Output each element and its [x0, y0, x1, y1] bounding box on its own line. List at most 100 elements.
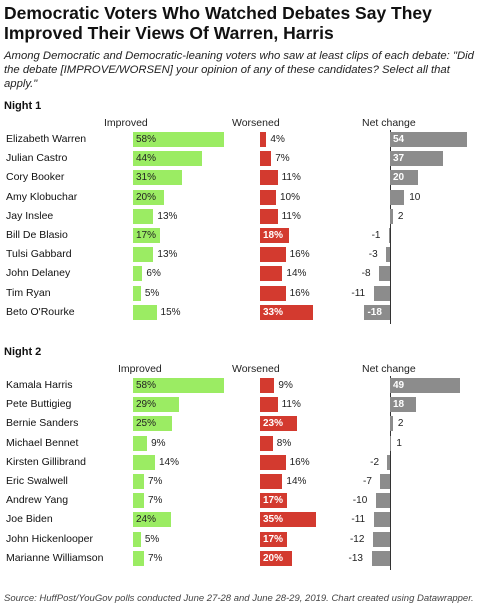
- improved-value-label: 7%: [147, 495, 163, 507]
- worsened-bar: [260, 247, 286, 263]
- worsened-value-label: 17%: [263, 495, 284, 507]
- improved-value-label: 6%: [146, 268, 161, 280]
- row-label: Beto O'Rourke: [6, 305, 75, 318]
- worsened-bar: [260, 378, 275, 393]
- worsened-bar: [260, 170, 278, 186]
- improved-value-label: 44%: [136, 153, 157, 165]
- improved-value-label: 14%: [158, 456, 179, 468]
- net-change-bar: [374, 512, 390, 528]
- net-change-bar: [378, 266, 390, 282]
- row-label: Amy Klobuchar: [6, 190, 78, 203]
- worsened-value-label: 11%: [281, 210, 301, 222]
- net-change-value-label: 10: [409, 191, 421, 203]
- improved-value-label: 15%: [160, 306, 181, 318]
- row-label: Tulsi Gabbard: [6, 248, 72, 261]
- improved-value-label: 5%: [144, 533, 160, 545]
- improved-bar: [133, 247, 154, 263]
- worsened-bar: [260, 531, 288, 547]
- worsened-bar: [260, 474, 283, 489]
- net-change-value-label: 54: [393, 134, 405, 145]
- column-header-net-change: Net change: [362, 117, 416, 129]
- worsened-bar: [260, 304, 313, 320]
- net-zero-axis: [390, 376, 391, 570]
- worsened-bar: [260, 550, 292, 566]
- worsened-value-label: 33%: [263, 306, 284, 318]
- row-label: Elizabeth Warren: [6, 133, 87, 145]
- row-label: Andrew Yang: [6, 494, 69, 507]
- improved-value-label: 58%: [136, 134, 157, 145]
- worsened-value-label: 35%: [263, 514, 284, 526]
- row-label: Kirsten Gillibrand: [6, 455, 86, 468]
- row-label: Bernie Sanders: [6, 417, 79, 430]
- row-label: Tim Ryan: [6, 286, 51, 299]
- worsened-bar: [260, 493, 288, 509]
- net-change-value-label: -12: [349, 533, 365, 545]
- net-change-value-label: -3: [368, 249, 378, 261]
- net-zero-axis: [390, 130, 391, 324]
- net-change-bar: [388, 228, 390, 243]
- row-label: John Hickenlooper: [6, 532, 93, 545]
- net-change-value-label: -7: [363, 476, 372, 487]
- improved-bar: [133, 531, 141, 547]
- worsened-value-label: 16%: [289, 287, 310, 299]
- improved-value-label: 29%: [136, 399, 157, 411]
- net-change-bar: [387, 454, 390, 470]
- worsened-bar: [260, 435, 273, 451]
- worsened-bar: [260, 228, 289, 243]
- worsened-bar: [260, 151, 272, 167]
- net-change-bar: [371, 550, 390, 566]
- improved-bar: [133, 416, 173, 432]
- improved-bar: [133, 132, 225, 147]
- panel-title: Night 1: [4, 100, 42, 112]
- row-label: Pete Buttigieg: [6, 398, 72, 411]
- column-header-worsened: Worsened: [232, 117, 280, 129]
- row-label: John Delaney: [6, 267, 71, 280]
- improved-value-label: 13%: [157, 210, 178, 222]
- worsened-value-label: 4%: [270, 134, 285, 145]
- worsened-bar: [260, 512, 316, 528]
- improved-bar: [133, 170, 182, 186]
- net-change-value-label: -1: [371, 230, 381, 241]
- improved-bar: [133, 189, 165, 205]
- improved-bar: [133, 378, 225, 393]
- net-change-bar: [380, 474, 390, 489]
- row-label: Julian Castro: [6, 152, 68, 165]
- improved-value-label: 7%: [147, 476, 163, 487]
- net-change-value-label: 37: [393, 153, 405, 165]
- improved-bar: [133, 228, 160, 243]
- worsened-value-label: 7%: [275, 153, 290, 165]
- net-change-bar: [390, 132, 467, 147]
- net-change-bar: [390, 416, 393, 432]
- row-label: Joe Biden: [6, 513, 53, 526]
- night-1-panel: Night 1 Improved Worsened Net change Eli…: [0, 96, 489, 326]
- worsened-value-label: 20%: [263, 552, 284, 564]
- net-change-bar: [374, 285, 390, 301]
- worsened-value-label: 16%: [289, 456, 310, 468]
- worsened-bar: [260, 132, 267, 147]
- net-change-value-label: -2: [370, 456, 380, 468]
- improved-bar: [133, 435, 148, 451]
- worsened-bar: [260, 416, 297, 432]
- net-change-value-label: -11: [351, 287, 366, 299]
- worsened-value-label: 14%: [286, 476, 307, 487]
- improved-bar: [133, 266, 143, 282]
- worsened-value-label: 23%: [263, 418, 284, 430]
- net-change-bar: [390, 151, 443, 167]
- worsened-value-label: 10%: [280, 191, 301, 203]
- chart-title: Democratic Voters Who Watched Debates Sa…: [4, 3, 432, 43]
- worsened-value-label: 8%: [276, 437, 292, 449]
- improved-value-label: 5%: [144, 287, 160, 299]
- net-change-value-label: -18: [367, 306, 382, 318]
- row-label: Eric Swalwell: [6, 475, 68, 487]
- improved-bar: [133, 550, 144, 566]
- worsened-value-label: 18%: [263, 230, 284, 241]
- row-label: Marianne Williamson: [6, 551, 104, 564]
- worsened-value-label: 17%: [263, 533, 284, 545]
- improved-value-label: 7%: [147, 552, 163, 564]
- worsened-bar: [260, 454, 286, 470]
- improved-bar: [133, 493, 144, 509]
- row-label: Jay Inslee: [6, 209, 54, 222]
- worsened-bar: [260, 285, 286, 301]
- net-change-value-label: 18: [393, 399, 405, 411]
- row-label: Cory Booker: [6, 171, 65, 184]
